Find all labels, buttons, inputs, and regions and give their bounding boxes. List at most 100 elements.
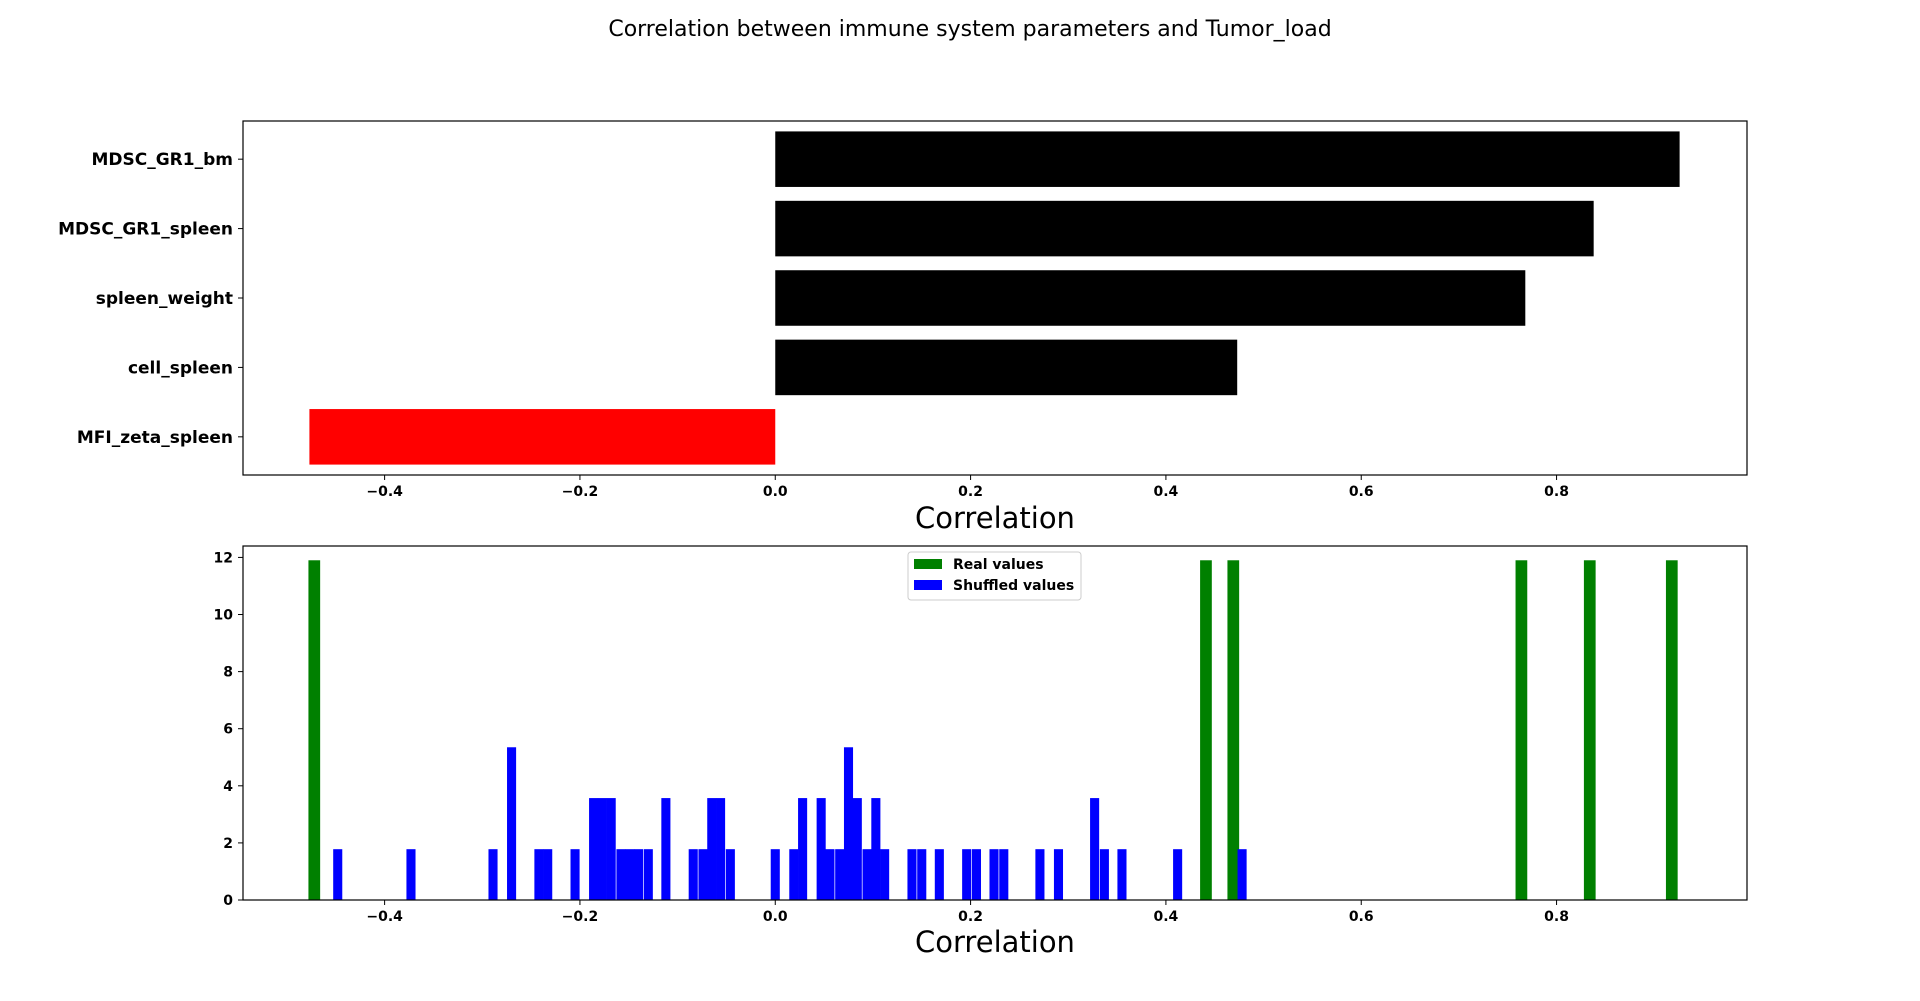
bar-chart-bars	[309, 131, 1680, 465]
real-value-bar	[308, 560, 321, 900]
x-tick-label: 0.2	[958, 484, 983, 500]
real-value-bar	[1665, 560, 1678, 900]
x-tick-label: 0.8	[1544, 484, 1569, 500]
shuffled-value-bar	[707, 798, 717, 900]
x-tick-label: 0.2	[958, 909, 983, 925]
histogram-frame	[242, 545, 1748, 901]
x-tick-label: −0.4	[366, 484, 403, 500]
x-tick-label: 0.0	[763, 909, 788, 925]
real-value-bar	[1200, 560, 1212, 900]
shuffled-value-bar	[597, 798, 607, 900]
shuffled-value-bar	[1035, 849, 1045, 900]
x-tick-label: −0.4	[366, 909, 403, 925]
bar-cell_spleen	[775, 339, 1238, 396]
shuffled-value-bar	[843, 747, 854, 900]
y-tick-label-MFI_zeta_spleen: MFI_zeta_spleen	[77, 428, 233, 448]
bar-chart-y-ticks: MDSC_GR1_bm MDSC_GR1_spleen spleen_weightc…	[58, 150, 243, 448]
shuffled-value-bar	[1173, 849, 1183, 900]
shuffled-value-bar	[661, 798, 671, 900]
shuffled-value-bar	[616, 849, 626, 900]
shuffled-value-bar	[534, 849, 544, 900]
shuffled-value-bar	[862, 849, 872, 900]
x-tick-label: 0.6	[1349, 484, 1374, 500]
shuffled-value-bar	[333, 849, 343, 900]
shuffled-value-bar	[789, 849, 799, 900]
real-value-bar	[1227, 560, 1240, 900]
histogram-legend: Real values Shuffled values	[907, 551, 1082, 601]
legend-box	[907, 551, 1082, 601]
shuffled-value-bar	[770, 849, 780, 900]
y-tick-label-MDSC_GR1_spleen: MDSC_GR1_spleen	[58, 220, 233, 240]
x-tick-label: 0.0	[763, 484, 788, 500]
legend-swatch-real-values	[914, 559, 942, 569]
shuffled-value-bar	[507, 747, 517, 900]
x-tick-label: 0.8	[1544, 909, 1569, 925]
x-tick-label: −0.2	[562, 484, 599, 500]
shuffled-value-bar	[907, 849, 917, 900]
shuffled-value-bar	[606, 798, 616, 900]
shuffled-value-bar	[1099, 849, 1109, 900]
histogram-bars	[308, 560, 1678, 900]
histogram-x-ticks: −0.4 −0.2 0.0 0.2 0.4 0.6 0.8	[366, 900, 1569, 925]
x-tick-label: 0.6	[1349, 909, 1374, 925]
y-tick-label-spleen_weight: spleen_weight	[96, 289, 233, 309]
shuffled-value-bar	[570, 849, 580, 900]
shuffled-value-bar	[625, 849, 635, 900]
correlation-bar-chart: MDSC_GR1_bm MDSC_GR1_spleen spleen_weightc…	[58, 120, 1748, 535]
shuffled-value-bar	[798, 798, 808, 900]
y-tick-label: 4	[223, 779, 233, 795]
shuffled-value-bar	[962, 849, 972, 900]
real-value-bar	[1583, 560, 1596, 900]
shuffled-value-bar	[688, 849, 698, 900]
bar-chart-x-ticks: −0.4 −0.2 0.0 0.2 0.4 0.6 0.8	[366, 475, 1569, 500]
x-tick-label: 0.4	[1154, 909, 1179, 925]
legend-label-shuffled-values: Shuffled values	[953, 578, 1074, 594]
shuffled-value-bar	[816, 798, 826, 900]
shuffled-value-bar	[934, 849, 944, 900]
bar-chart-x-axis-label: Correlation	[915, 501, 1075, 535]
x-tick-label: 0.4	[1154, 484, 1179, 500]
y-tick-label-cell_spleen: cell_spleen	[128, 358, 233, 378]
shuffled-value-bar	[488, 849, 498, 900]
bar-chart-frame	[242, 120, 1748, 476]
histogram-y-ticks: 0 2 4 6 8 10 12	[214, 550, 243, 909]
shuffled-value-bar	[1117, 849, 1127, 900]
x-tick-label: −0.2	[562, 909, 599, 925]
shuffled-value-bar	[989, 849, 999, 900]
correlation-histogram-chart: 0 2 4 6 8 10 12 −0.4 −0.2 0.0 0.2 0.4 0.6 0.8 Correl…	[214, 545, 1748, 959]
shuffled-value-bar	[1237, 849, 1247, 900]
shuffled-value-bar	[725, 849, 735, 900]
shuffled-value-bar	[698, 849, 708, 900]
shuffled-value-bar	[852, 798, 862, 900]
legend-swatch-shuffled-values	[914, 580, 942, 590]
shuffled-value-bar	[871, 798, 881, 900]
real-value-bar	[1515, 560, 1528, 900]
figure-suptitle: Correlation between immune system parame…	[608, 17, 1331, 42]
y-tick-label: 0	[223, 893, 233, 909]
y-tick-label: 10	[214, 608, 234, 624]
shuffled-value-bar	[543, 849, 553, 900]
y-tick-label: 2	[223, 836, 233, 852]
shuffled-value-bar	[825, 849, 835, 900]
shuffled-value-bar	[999, 849, 1009, 900]
histogram-x-axis-label: Correlation	[915, 925, 1075, 959]
shuffled-value-bar	[971, 849, 981, 900]
y-tick-label: 6	[223, 722, 233, 738]
bar-MDSC_GR1_spleen	[775, 200, 1594, 257]
shuffled-value-bar	[835, 849, 845, 900]
bar-MDSC_GR1_bm	[775, 131, 1680, 187]
shuffled-value-bar	[643, 849, 653, 900]
legend-label-real-values: Real values	[953, 557, 1044, 573]
shuffled-value-bar	[589, 798, 599, 900]
bar-spleen_weight	[775, 270, 1526, 326]
y-tick-label: 8	[223, 665, 233, 681]
y-tick-label-MDSC_GR1_bm: MDSC_GR1_bm	[91, 150, 233, 170]
bar-MFI_zeta_spleen	[309, 409, 776, 465]
shuffled-value-bar	[633, 849, 644, 900]
y-tick-label: 12	[214, 550, 233, 566]
shuffled-value-bar	[1090, 798, 1100, 900]
shuffled-value-bar	[716, 798, 726, 900]
shuffled-value-bar	[880, 849, 890, 900]
shuffled-value-bar	[1053, 849, 1064, 900]
